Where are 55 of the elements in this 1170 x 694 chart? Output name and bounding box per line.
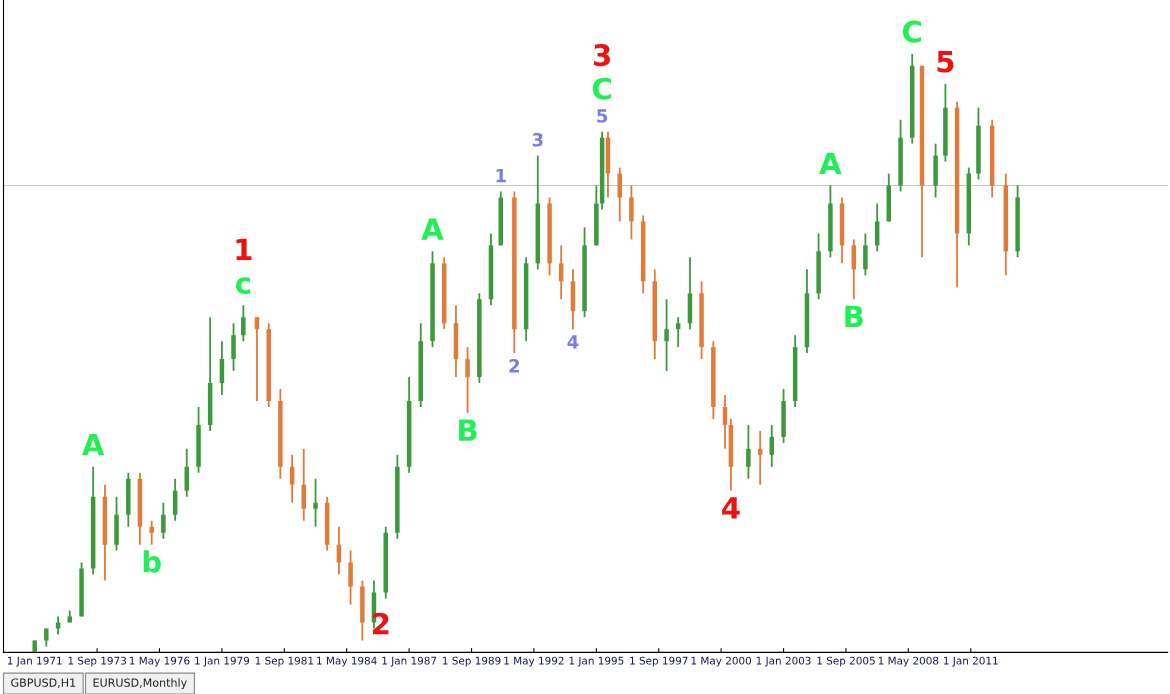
annotation: C	[902, 20, 922, 43]
x-tick-label: 1 May 1984	[317, 656, 377, 667]
x-tick-label: 1 May 2000	[691, 656, 752, 667]
candlestick	[629, 184, 634, 241]
x-tick-label: 1 Sep 1973	[68, 656, 126, 667]
annotation: A	[82, 433, 105, 456]
annotation: 2	[373, 612, 389, 635]
annotation: 1	[236, 238, 252, 261]
candlestick	[161, 501, 166, 540]
x-tick-label: 1 May 1976	[129, 656, 190, 667]
x-tick-label: 1 Sep 1981	[255, 656, 314, 667]
candlestick	[746, 424, 751, 480]
candlestick	[863, 232, 868, 277]
candlestick	[664, 298, 669, 372]
annotation: c	[235, 277, 251, 295]
candlestick	[348, 549, 353, 606]
annotation: B	[459, 419, 477, 441]
x-tick-label: 1 May 1992	[504, 656, 564, 667]
annotation: 2	[509, 358, 520, 373]
x-tick-label: 1 Jan 2003	[756, 656, 811, 667]
annotation: C	[592, 77, 611, 100]
text: EURUSD,Monthly	[93, 678, 187, 689]
x-tick-label: 1 Sep 1997	[630, 656, 688, 667]
text: GBPUSD,H1	[11, 678, 76, 688]
annotation: 5	[597, 109, 608, 123]
x-tick-label: 1 Sep 1989	[442, 656, 501, 667]
annotation: 4	[567, 335, 579, 349]
candlestick	[874, 202, 880, 253]
annotation: A	[819, 152, 842, 174]
x-tick-label: 1 Jan 1979	[195, 656, 250, 667]
annotation: b	[143, 550, 161, 573]
candlestick	[313, 477, 318, 528]
x-tick-label: 1 Jan 2011	[944, 656, 998, 667]
annotation: 1	[496, 169, 506, 183]
x-tick-label: 1 Jan 1971	[7, 656, 62, 667]
candlestick	[231, 322, 236, 372]
x-tick-label: 1 Jan 1995	[569, 656, 624, 667]
annotation: A	[421, 218, 444, 240]
candlestick	[172, 477, 178, 522]
candlestick	[219, 340, 225, 396]
candlestick	[301, 447, 306, 522]
x-tick-label: 1 May 2008	[878, 656, 939, 667]
candlestick	[465, 346, 470, 414]
x-tick-label: 1 Jan 1987	[382, 656, 437, 667]
candlestick	[184, 447, 189, 498]
candlestick	[241, 304, 246, 343]
x-tick-label: 1 Sep 2005	[817, 656, 875, 667]
annotation: 3	[593, 44, 610, 67]
candlestick	[149, 519, 154, 546]
annotation: B	[845, 305, 863, 327]
annotation: 5	[937, 50, 954, 73]
candlestick	[617, 166, 622, 223]
annotation: 4	[722, 497, 740, 519]
annotation: 3	[532, 132, 543, 147]
candlestick	[851, 238, 857, 301]
